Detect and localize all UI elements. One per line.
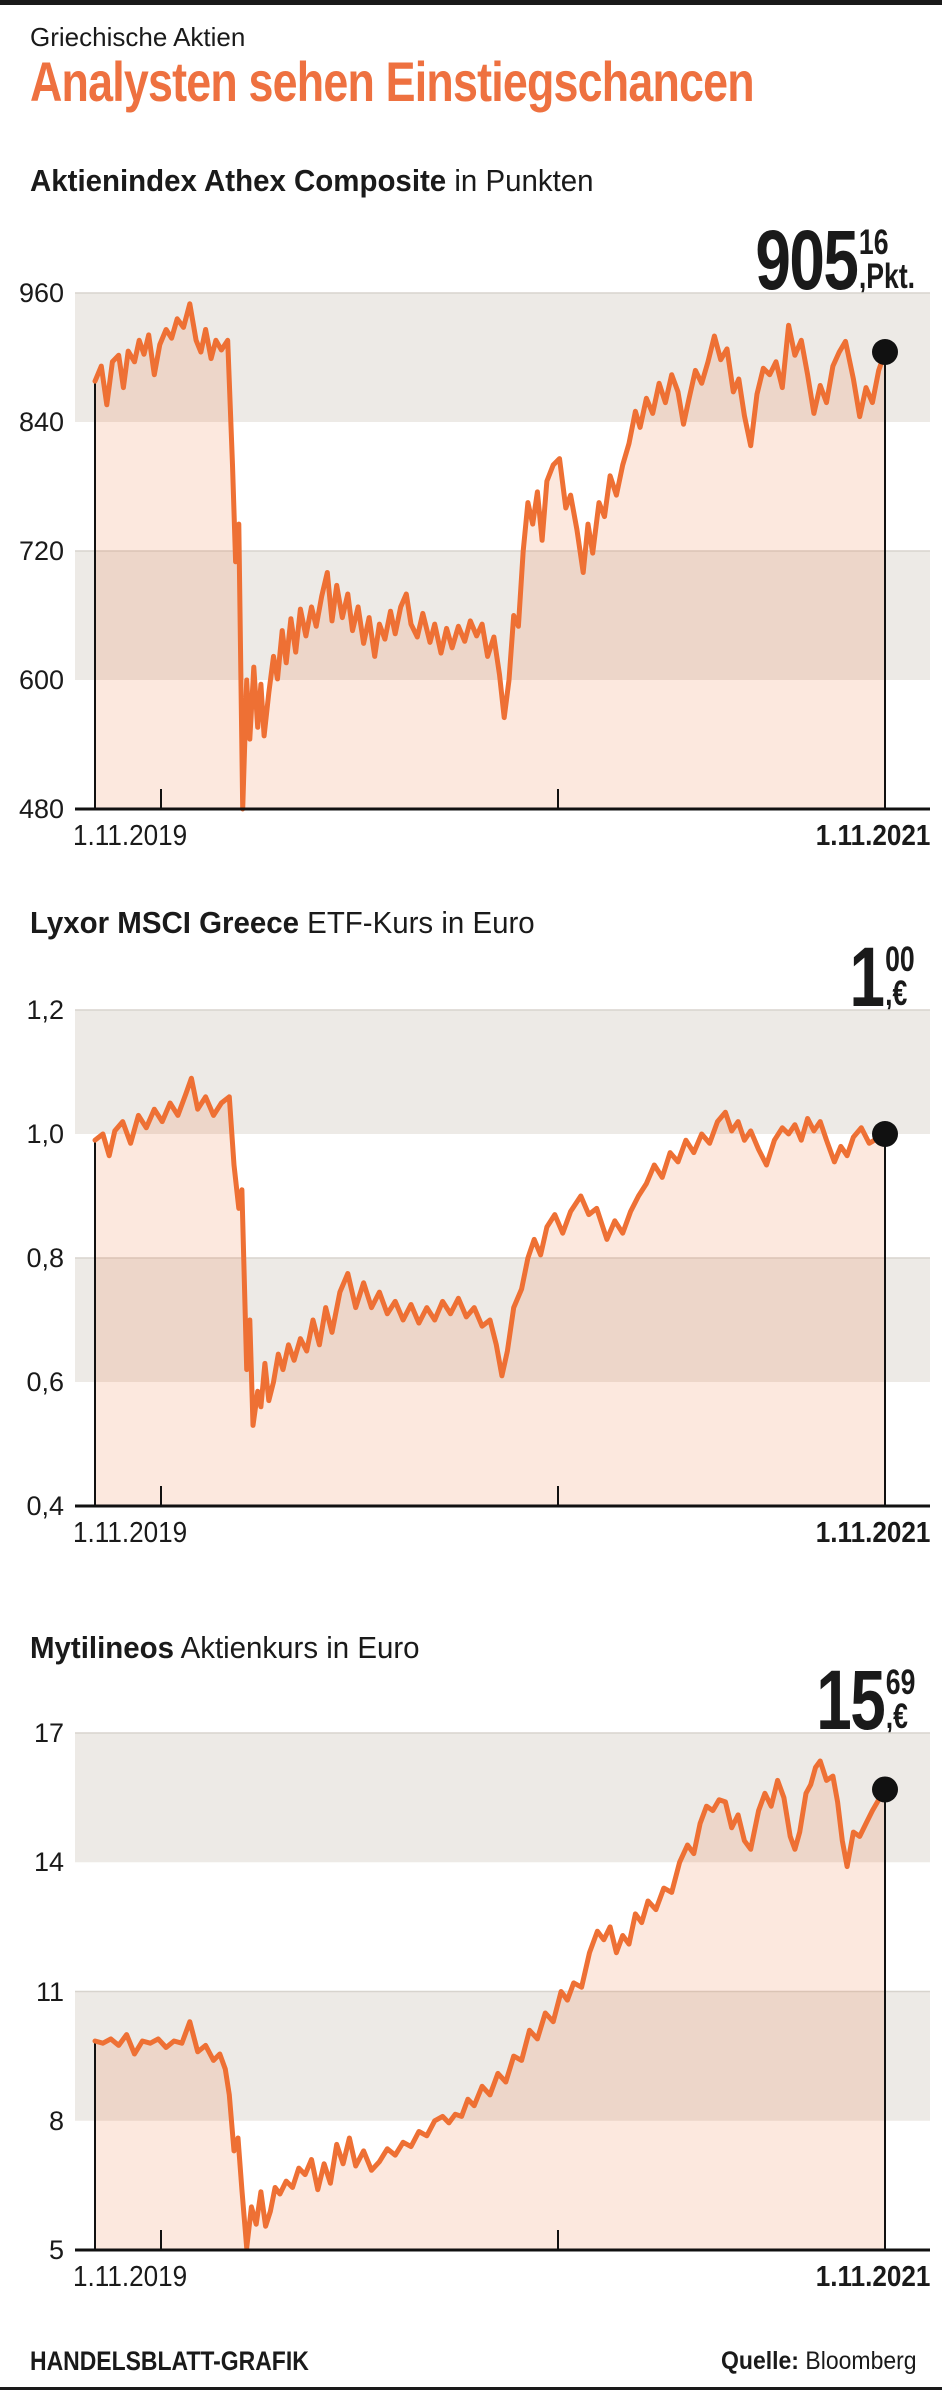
latest-value-lyxor: 1 00 ,€ [849, 930, 915, 1024]
latest-value-main: 1 [849, 930, 885, 1024]
latest-value-unit: ,Pkt. [858, 257, 915, 296]
chart-title-lyxor: Lyxor MSCI Greece ETF-Kurs in Euro [30, 905, 535, 941]
source-label: Quelle: [721, 2347, 800, 2375]
chart-plot-0 [75, 292, 930, 812]
latest-value-fraction: 00 [885, 940, 915, 979]
y-axis-label: 8 [48, 2105, 64, 2136]
y-axis-label: 11 [35, 1976, 64, 2007]
source-credit: Quelle: Bloomberg [721, 2347, 917, 2376]
y-axis-label: 960 [18, 278, 64, 308]
y-axis-label: 0,8 [26, 1243, 64, 1273]
y-axis-label: 1,2 [26, 995, 64, 1025]
source-value: Bloomberg [805, 2347, 917, 2375]
y-axis-label: 1,0 [26, 1119, 64, 1149]
latest-value-detail: 69 ,€ [885, 1663, 915, 1736]
x-axis-end-label: 1.11.2021 [815, 2261, 930, 2293]
chart-title-bold: Aktienindex Athex Composite [30, 163, 447, 198]
y-axis-label: 0,6 [26, 1367, 64, 1397]
y-axis-label: 840 [18, 407, 64, 437]
chart-plot-1 [75, 1009, 930, 1508]
x-axis-start-label: 1.11.2019 [73, 2261, 188, 2293]
latest-value-fraction: 16 [858, 223, 889, 262]
chart-title-rest: ETF-Kurs in Euro [307, 905, 535, 940]
chart-title-bold: Lyxor MSCI Greece [30, 905, 299, 940]
latest-value-fraction: 69 [885, 1663, 915, 1702]
y-axis-label: 0,4 [26, 1491, 64, 1521]
y-axis-label: 17 [33, 1718, 64, 1748]
x-axis-start-label: 1.11.2019 [73, 1517, 188, 1549]
latest-value-main: 905 [755, 213, 858, 307]
latest-value-unit: ,€ [885, 974, 908, 1013]
latest-value-main: 15 [815, 1653, 885, 1747]
latest-value-mytilineos: 15 69 ,€ [815, 1653, 915, 1747]
x-axis-start-label: 1.11.2019 [73, 820, 188, 852]
y-axis-label: 480 [18, 794, 64, 824]
top-rule [0, 0, 942, 5]
x-axis-end-label: 1.11.2021 [815, 820, 930, 852]
y-axis-label: 14 [33, 1847, 64, 1878]
latest-value-detail: 00 ,€ [885, 940, 915, 1013]
latest-value-detail: 16 ,Pkt. [858, 223, 915, 296]
publisher-credit: HANDELSBLATT-GRAFIK [30, 2346, 309, 2376]
chart-title-mytilineos: Mytilineos Aktienkurs in Euro [30, 1630, 420, 1666]
x-axis-end-label: 1.11.2021 [815, 1517, 930, 1549]
latest-value-unit: ,€ [885, 1697, 908, 1736]
latest-value-athex: 905 16 ,Pkt. [755, 213, 915, 307]
chart-title-bold: Mytilineos [30, 1630, 175, 1665]
chart-title-rest: in Punkten [454, 163, 594, 198]
page-title: Analysten sehen Einstiegschancen [30, 50, 755, 113]
kicker: Griechische Aktien [30, 22, 246, 52]
y-axis-label: 720 [18, 536, 64, 566]
chart-plot-2 [75, 1732, 930, 2252]
y-axis-label: 5 [48, 2235, 64, 2265]
chart-title-rest: Aktienkurs in Euro [180, 1630, 420, 1665]
y-axis-label: 600 [18, 665, 64, 695]
bottom-rule [0, 2387, 942, 2390]
chart-title-athex: Aktienindex Athex Composite in Punkten [30, 163, 594, 199]
